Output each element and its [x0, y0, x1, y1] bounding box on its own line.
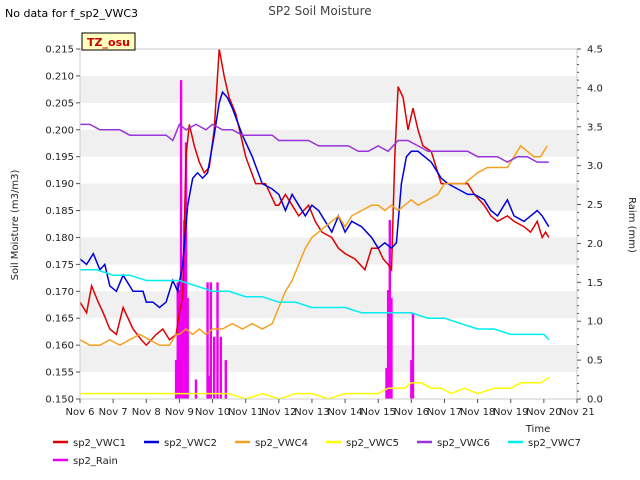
rain-bar	[184, 142, 188, 400]
y-right-tick-label: 0.5	[587, 356, 603, 367]
plot-frame	[79, 48, 578, 400]
legend-label-sp2_VWC5: sp2_VWC5	[346, 438, 399, 449]
y-right-tick-label: 3.5	[587, 122, 603, 133]
no-data-note: No data for f_sp2_VWC3	[5, 7, 139, 20]
series-line-sp2_VWC1	[79, 48, 550, 347]
x-tick-label: Nov 10	[195, 407, 230, 418]
x-tick-label: Nov 18	[460, 407, 495, 418]
y-tick-label: 0.170	[45, 287, 74, 298]
legend-label-sp2_VWC7: sp2_VWC7	[528, 438, 581, 449]
rain-bar	[224, 360, 227, 399]
rain-bar	[194, 379, 198, 399]
rain-bar	[206, 282, 209, 399]
y-right-tick-label: 3.0	[587, 161, 603, 172]
y-axis-label: Soil Moisture (m3/m3)	[10, 170, 21, 281]
rain-bar	[388, 220, 391, 399]
legend-label-sp2_VWC4: sp2_VWC4	[255, 438, 308, 449]
y-tick-label: 0.180	[45, 233, 74, 244]
y-right-axis-label: Raim (mm)	[626, 197, 637, 253]
rain-bar	[208, 375, 211, 399]
rain-bar	[174, 360, 178, 399]
series-line-sp2_VWC5	[80, 376, 550, 400]
x-tick-label: Nov 19	[493, 407, 528, 418]
x-tick-label: Nov 20	[526, 407, 561, 418]
x-tick-label: Nov 8	[132, 407, 161, 418]
rain-bar	[385, 367, 388, 399]
legend-label-sp2_VWC1: sp2_VWC1	[73, 438, 126, 449]
rain-bar	[176, 282, 179, 399]
legend-label-sp2_Rain: sp2_Rain	[73, 456, 118, 467]
chart-title: SP2 Soil Moisture	[268, 4, 371, 18]
x-tick-label: Nov 13	[294, 407, 329, 418]
series-line-sp2_VWC4	[79, 144, 548, 347]
x-tick-label: Nov 16	[394, 407, 429, 418]
y-tick-label: 0.190	[45, 179, 74, 190]
y-right-tick-label: 4.0	[587, 83, 603, 94]
x-tick-label: Nov 15	[360, 407, 395, 418]
x-tick-label: Nov 9	[165, 407, 194, 418]
y-tick-label: 0.210	[45, 71, 74, 82]
y-right-tick-label: 1.0	[587, 317, 603, 328]
rain-bar	[178, 290, 181, 399]
y-tick-label: 0.175	[45, 260, 74, 271]
y-tick-label: 0.160	[45, 341, 74, 352]
rain-bar	[219, 336, 223, 399]
site-badge-label: TZ_osu	[87, 36, 130, 49]
y-tick-label: 0.215	[45, 45, 74, 56]
x-tick-label: Nov 7	[99, 407, 128, 418]
x-tick-label: Nov 21	[559, 407, 594, 418]
y-tick-label: 0.205	[45, 98, 74, 109]
x-tick-label: Nov 12	[261, 407, 296, 418]
legend-label-sp2_VWC2: sp2_VWC2	[164, 438, 217, 449]
series-line-sp2_VWC6	[80, 123, 549, 163]
grid-band	[80, 129, 577, 157]
y-right-tick-label: 1.5	[587, 278, 603, 289]
x-tick-label: Nov 17	[427, 407, 462, 418]
rain-bar	[186, 297, 189, 399]
rain-bar	[181, 282, 184, 399]
rain-bar	[209, 282, 213, 399]
rain-bar	[390, 297, 393, 399]
x-axis-label: Time	[525, 424, 550, 435]
grid-band	[80, 345, 577, 373]
grid-band	[80, 237, 577, 265]
y-tick-label: 0.200	[45, 125, 74, 136]
x-tick-label: Nov 6	[65, 407, 94, 418]
grid-band	[80, 183, 577, 211]
y-tick-label: 0.150	[45, 395, 74, 406]
rain-bar	[216, 282, 219, 399]
y-right-tick-label: 2.5	[587, 200, 603, 211]
y-tick-label: 0.165	[45, 314, 74, 325]
grid-band	[80, 291, 577, 319]
site-badge	[81, 32, 136, 51]
y-right-tick-label: 0.0	[587, 395, 603, 406]
rain-bar	[386, 290, 390, 399]
y-tick-label: 0.195	[45, 152, 74, 163]
x-tick-label: Nov 14	[327, 407, 362, 418]
y-right-tick-label: 4.5	[587, 45, 603, 56]
rain-bar	[179, 80, 183, 399]
y-tick-label: 0.155	[45, 368, 74, 379]
x-tick-label: Nov 11	[228, 407, 263, 418]
rain-bar	[212, 336, 216, 399]
y-tick-label: 0.185	[45, 206, 74, 217]
grid-band	[80, 75, 577, 103]
rain-bar	[411, 313, 415, 399]
series-line-sp2_VWC2	[79, 90, 550, 309]
y-right-tick-label: 2.0	[587, 239, 603, 250]
rain-bar	[410, 360, 413, 399]
legend-label-sp2_VWC6: sp2_VWC6	[437, 438, 490, 449]
rain-bar	[183, 220, 186, 399]
series-line-sp2_VWC7	[80, 269, 550, 341]
